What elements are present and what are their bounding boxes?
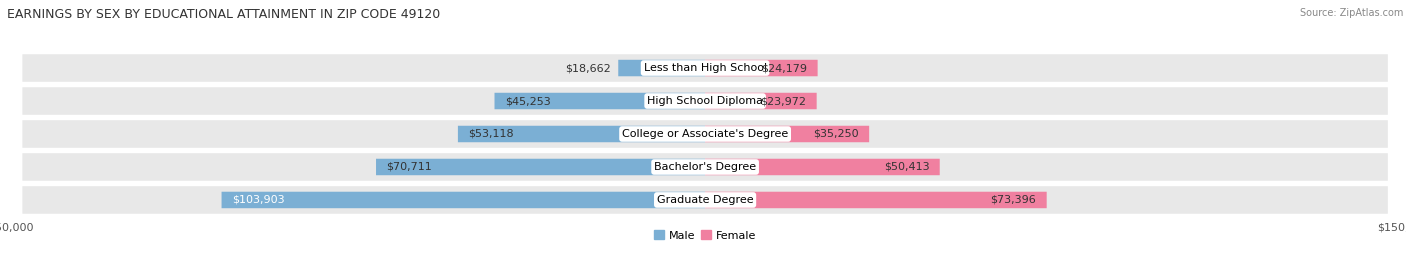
- Text: Bachelor's Degree: Bachelor's Degree: [654, 162, 756, 172]
- Text: $35,250: $35,250: [813, 129, 859, 139]
- Text: $23,972: $23,972: [761, 96, 806, 106]
- Text: $53,118: $53,118: [468, 129, 515, 139]
- FancyBboxPatch shape: [495, 93, 706, 109]
- FancyBboxPatch shape: [222, 192, 706, 208]
- Text: $50,413: $50,413: [883, 162, 929, 172]
- FancyBboxPatch shape: [21, 119, 1389, 149]
- FancyBboxPatch shape: [706, 126, 869, 142]
- Text: Source: ZipAtlas.com: Source: ZipAtlas.com: [1299, 8, 1403, 18]
- FancyBboxPatch shape: [706, 93, 817, 109]
- Text: $103,903: $103,903: [232, 195, 284, 205]
- Legend: Male, Female: Male, Female: [650, 226, 761, 245]
- Text: EARNINGS BY SEX BY EDUCATIONAL ATTAINMENT IN ZIP CODE 49120: EARNINGS BY SEX BY EDUCATIONAL ATTAINMEN…: [7, 8, 440, 21]
- FancyBboxPatch shape: [706, 60, 818, 76]
- Text: $70,711: $70,711: [387, 162, 432, 172]
- Text: $24,179: $24,179: [761, 63, 807, 73]
- Text: $73,396: $73,396: [990, 195, 1036, 205]
- FancyBboxPatch shape: [458, 126, 706, 142]
- FancyBboxPatch shape: [21, 53, 1389, 83]
- Text: Less than High School: Less than High School: [644, 63, 766, 73]
- Text: Graduate Degree: Graduate Degree: [657, 195, 754, 205]
- FancyBboxPatch shape: [619, 60, 706, 76]
- FancyBboxPatch shape: [21, 152, 1389, 182]
- FancyBboxPatch shape: [375, 159, 706, 175]
- FancyBboxPatch shape: [706, 159, 939, 175]
- Text: High School Diploma: High School Diploma: [647, 96, 763, 106]
- Text: College or Associate's Degree: College or Associate's Degree: [621, 129, 789, 139]
- FancyBboxPatch shape: [21, 86, 1389, 116]
- Text: $18,662: $18,662: [565, 63, 612, 73]
- FancyBboxPatch shape: [21, 185, 1389, 215]
- FancyBboxPatch shape: [706, 192, 1046, 208]
- Text: $45,253: $45,253: [505, 96, 551, 106]
